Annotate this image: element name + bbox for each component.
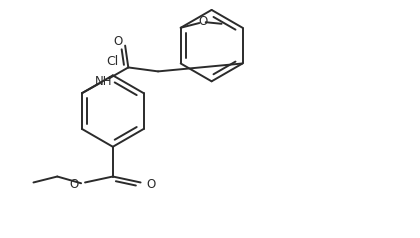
Text: O: O [198, 15, 207, 28]
Text: O: O [70, 178, 79, 191]
Text: O: O [147, 178, 156, 191]
Text: NH: NH [95, 75, 113, 88]
Text: O: O [113, 35, 123, 48]
Text: Cl: Cl [107, 55, 119, 68]
